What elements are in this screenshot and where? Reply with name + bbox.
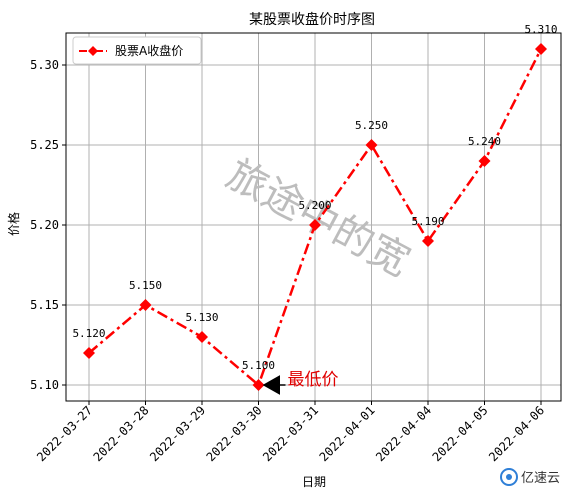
- y-tick-label: 5.30: [30, 58, 59, 72]
- y-tick-label: 5.25: [30, 138, 59, 152]
- logo-icon: [500, 468, 518, 486]
- legend-label: 股票A收盘价: [115, 43, 183, 58]
- data-point: [252, 379, 265, 391]
- data-label: 5.130: [185, 311, 218, 324]
- axes: 5.10 5.15 5.20 5.25 5.30 2022-03-272022-03-28…: [30, 32, 562, 464]
- data-label: 5.250: [355, 119, 388, 132]
- y-tick-label: 5.20: [30, 218, 59, 232]
- x-tick-label: 2022-03-31: [260, 403, 321, 464]
- annotation: 最低价: [262, 370, 339, 395]
- x-axis-label: 日期: [302, 475, 326, 489]
- annotation-text: 最低价: [288, 370, 339, 390]
- data-point: [139, 299, 152, 311]
- data-point: [422, 235, 434, 247]
- data-label: 5.120: [72, 327, 105, 340]
- x-tick-label: 2022-03-30: [204, 403, 265, 464]
- data-labels: 5.120 5.150 5.130 5.100 5.200 5.250 5.190 5.240…: [72, 23, 557, 372]
- legend: 股票A收盘价: [72, 36, 202, 65]
- x-tick-label: 2022-03-27: [34, 403, 95, 464]
- logo: 亿速云: [500, 468, 560, 486]
- y-tick-label: 5.15: [30, 298, 59, 312]
- data-point: [535, 43, 547, 55]
- data-label: 5.150: [129, 279, 162, 292]
- data-label: 5.200: [298, 199, 331, 212]
- y-tick-label: 5.10: [30, 378, 59, 392]
- data-point: [365, 139, 378, 151]
- logo-icon-dot: [506, 474, 512, 480]
- x-tick-label: 2022-03-28: [91, 403, 152, 464]
- y-axis-label: 价格: [6, 212, 21, 236]
- legend-box: [72, 36, 202, 65]
- plot-frame: [65, 32, 562, 402]
- chart-title: 某股票收盘价时序图: [249, 11, 375, 28]
- data-point: [83, 347, 95, 359]
- x-tick-label: 2022-04-05: [430, 403, 491, 464]
- logo-text: 亿速云: [521, 471, 560, 486]
- series-layer: [83, 43, 547, 391]
- annotation-arrow: [262, 375, 280, 395]
- data-label: 5.100: [242, 359, 275, 372]
- data-point: [196, 331, 208, 343]
- data-point: [309, 219, 321, 231]
- x-tick-label: 2022-04-04: [373, 403, 434, 464]
- x-tick-label: 2022-04-06: [486, 403, 547, 464]
- x-tick-label: 2022-04-01: [317, 403, 378, 464]
- x-tick-label: 2022-03-29: [147, 403, 208, 464]
- data-label: 5.310: [524, 23, 557, 36]
- data-label: 5.190: [411, 215, 444, 228]
- legend-marker: [88, 46, 98, 56]
- data-point: [478, 155, 491, 167]
- data-label: 5.240: [468, 135, 501, 148]
